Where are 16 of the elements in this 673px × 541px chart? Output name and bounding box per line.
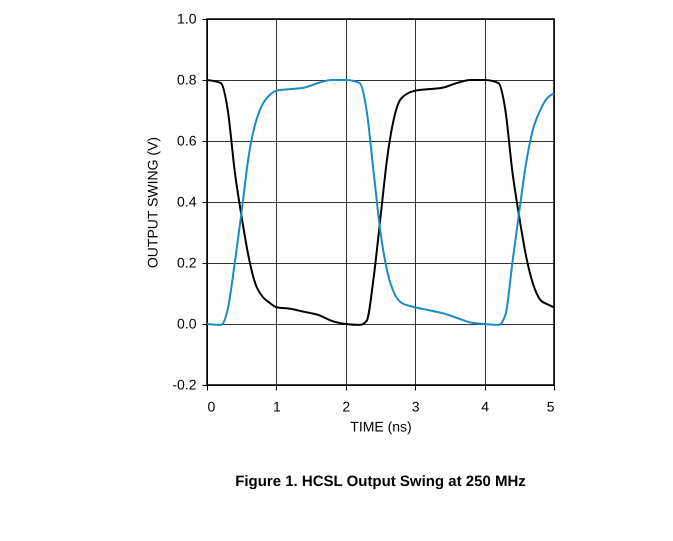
y-tick-label: -0.2 [172,376,197,392]
x-tick-label: 4 [481,398,490,414]
y-tick-label: 0.2 [177,254,197,270]
y-tick-label: 0.6 [177,132,197,148]
y-tick-label: 0.0 [177,316,197,332]
x-tick-label: 5 [546,398,555,414]
x-axis-title: TIME (ns) [350,418,412,434]
x-tick-label: 3 [412,398,420,414]
text: Figure 1. HCSL Output Swing at 250 MHz [235,473,526,490]
x-tick-label: 0 [208,398,216,414]
y-tick-label: 1.0 [177,10,197,26]
y-tick-label: 0.8 [177,72,197,88]
y-axis-title: OUTPUT SWING (V) [144,136,160,268]
x-tick-label: 2 [342,398,350,414]
y-tick-label: 0.4 [177,194,197,210]
x-tick-label: 1 [273,398,281,414]
